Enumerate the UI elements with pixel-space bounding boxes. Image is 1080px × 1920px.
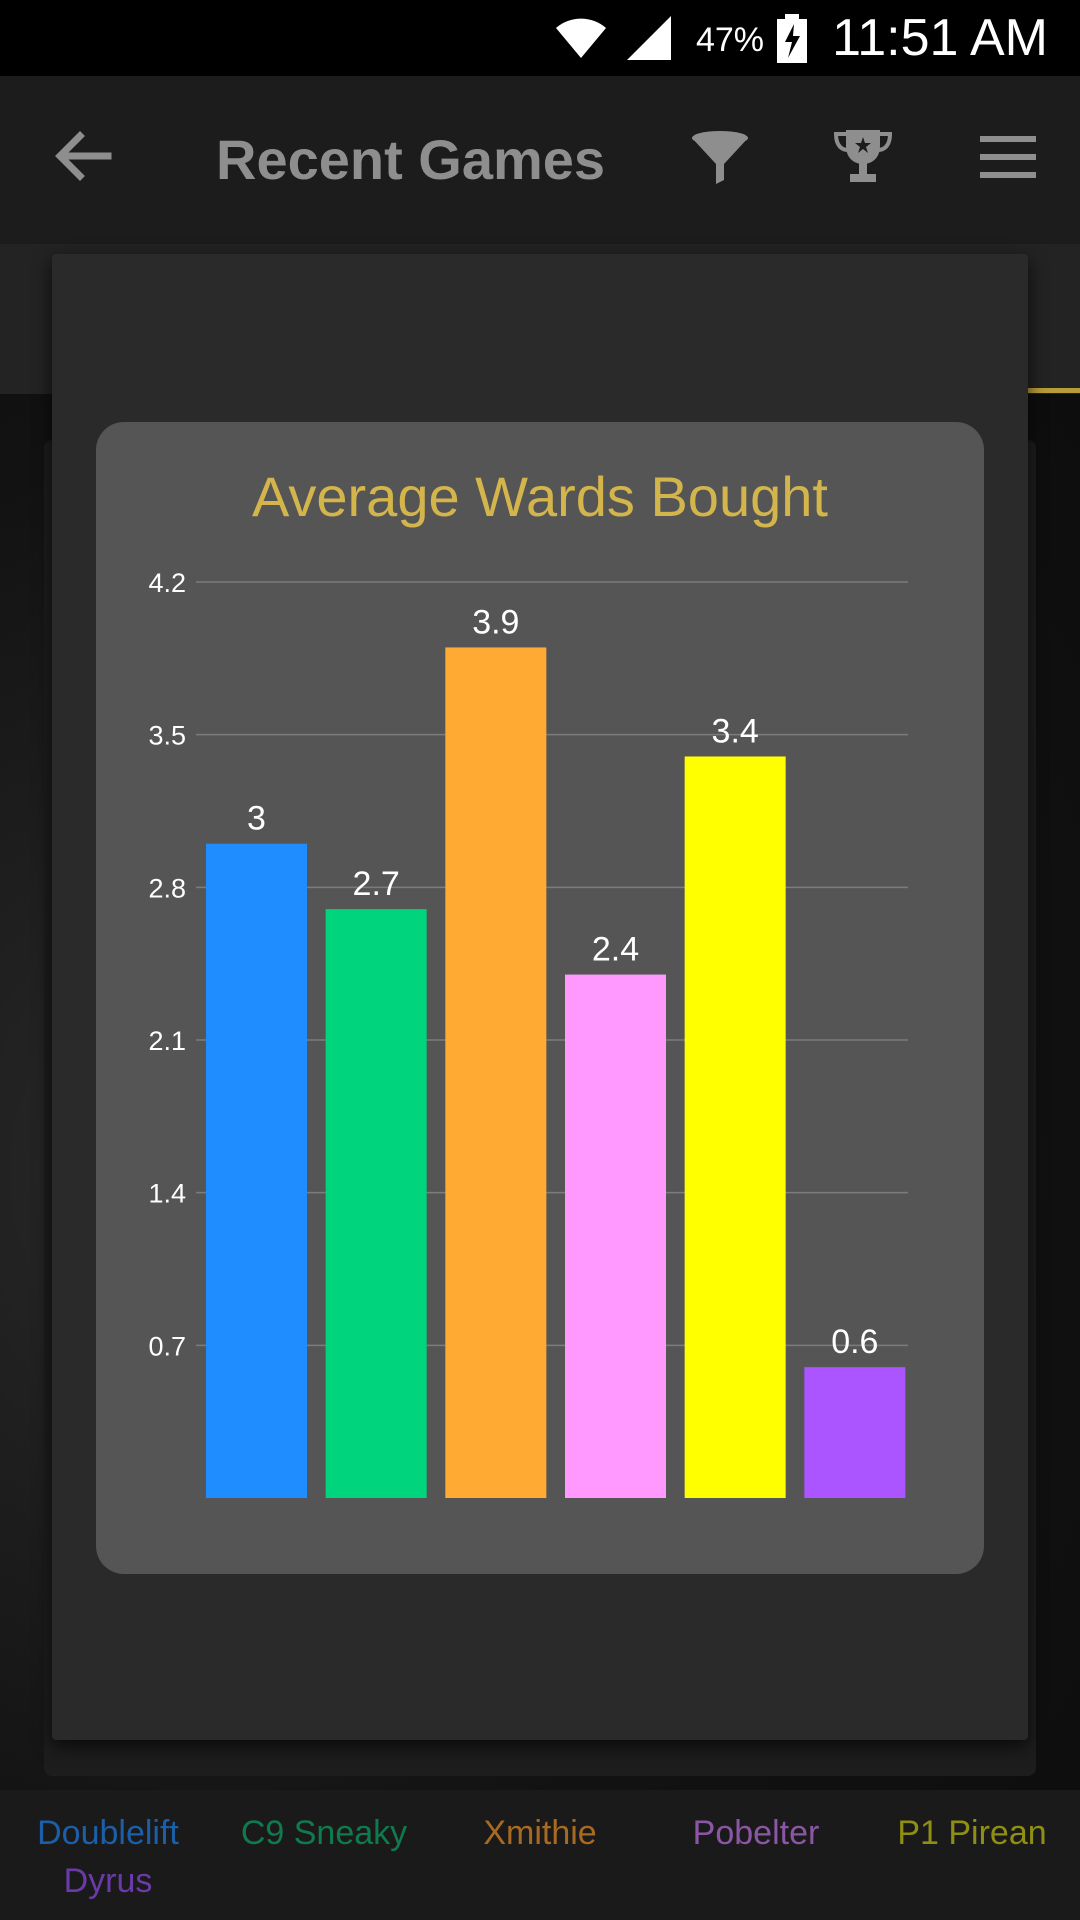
bar-chart: 0.7 1.4 2.1 2.8 3.5 4.2 3 2.7 3.9 2.4 3.4 0.6 xyxy=(148,568,908,1498)
bar-value-label: 3.4 xyxy=(712,712,759,750)
bar-value-label: 2.4 xyxy=(592,931,639,969)
y-tick-label: 4.2 xyxy=(148,568,186,598)
filter-funnel-icon[interactable] xyxy=(690,130,750,186)
bar-value-label: 3.9 xyxy=(472,603,519,641)
battery-percent: 47% xyxy=(695,21,764,59)
bar[interactable] xyxy=(565,974,666,1498)
bar[interactable] xyxy=(445,647,547,1498)
chart-dialog[interactable]: Average Wards Bought 0.7 1.4 2.1 2.8 3.5 4.2 3… xyxy=(52,254,1028,1740)
wifi-icon xyxy=(556,18,606,58)
legend-item: Dyrus xyxy=(63,1862,153,1900)
legend-item: Doublelift xyxy=(37,1814,179,1852)
bar[interactable] xyxy=(206,843,307,1498)
y-tick-label: 3.5 xyxy=(148,721,186,751)
background-tab-indicator xyxy=(1028,388,1080,393)
app-bar: Recent Games xyxy=(0,76,1080,244)
legend-item: P1 Pirean xyxy=(897,1814,1047,1852)
y-tick-label: 1.4 xyxy=(148,1179,186,1209)
legend-item: Pobelter xyxy=(692,1814,820,1852)
back-arrow-icon[interactable] xyxy=(52,128,112,184)
chart-title: Average Wards Bought xyxy=(252,465,828,528)
signal-icon xyxy=(627,16,671,60)
chart-card: Average Wards Bought 0.7 1.4 2.1 2.8 3.5 4.2 3… xyxy=(96,422,984,1574)
status-time: 11:51 AM xyxy=(832,9,1048,67)
page-title: Recent Games xyxy=(216,128,606,191)
hamburger-menu-icon[interactable] xyxy=(980,136,1036,178)
y-tick-label: 2.8 xyxy=(148,873,186,903)
legend-item: Xmithie xyxy=(483,1814,597,1852)
chart-legend: Doublelift C9 Sneaky Xmithie Pobelter P1 Pir… xyxy=(0,1790,1080,1920)
y-tick-label: 2.1 xyxy=(148,1026,186,1056)
bar[interactable] xyxy=(325,909,427,1498)
battery-charging-icon xyxy=(777,14,807,63)
bar-value-label: 2.7 xyxy=(353,865,400,903)
status-bar: 47% 11:51 AM xyxy=(0,0,1080,76)
trophy-icon[interactable] xyxy=(832,128,894,186)
bar-value-label: 3 xyxy=(247,800,266,838)
legend-item: C9 Sneaky xyxy=(240,1814,408,1852)
bar[interactable] xyxy=(684,756,786,1498)
y-tick-label: 0.7 xyxy=(148,1331,186,1361)
bar[interactable] xyxy=(804,1367,906,1498)
bar-value-label: 0.6 xyxy=(831,1323,878,1361)
